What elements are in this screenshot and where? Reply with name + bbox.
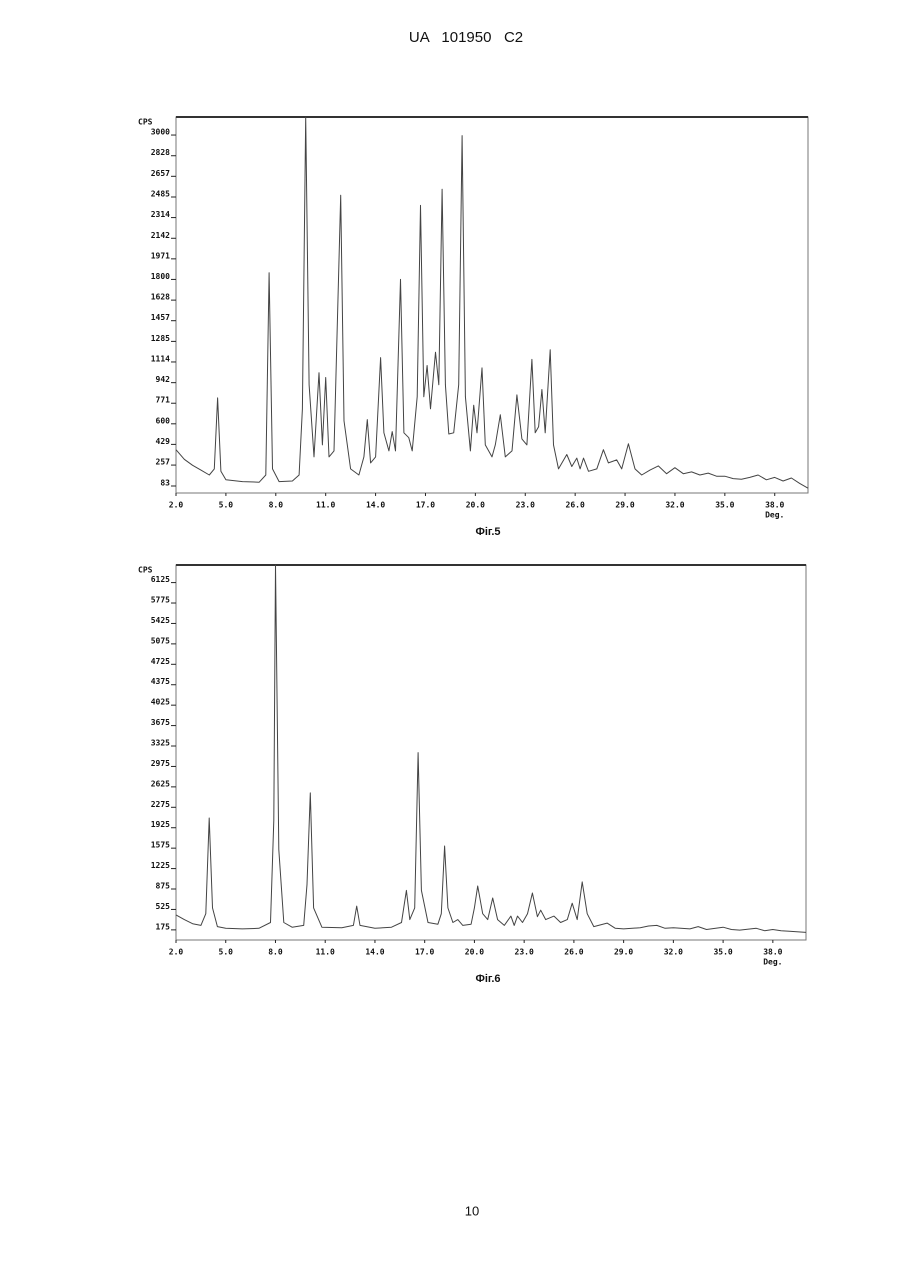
page-header: UA 101950 C2 [409,29,523,46]
y-tick-label: 942 [156,375,171,384]
x-tick-label: 8.0 [268,948,283,957]
y-tick-label: 1575 [151,841,170,850]
x-tick-label: 20.0 [466,501,485,510]
page: { "header": {"text": "UA 101950 C2"}, "p… [0,0,901,1273]
x-tick-label: 35.0 [713,948,732,957]
plot-frame [176,117,808,493]
y-tick-label: 175 [156,922,171,931]
x-tick-label: 8.0 [269,501,284,510]
x-tick-label: 26.0 [566,501,585,510]
x-tick-label: 5.0 [219,948,234,957]
x-tick-label: 35.0 [715,501,734,510]
y-tick-label: 1628 [151,293,170,302]
y-tick-label: 6125 [151,575,170,584]
y-tick-label: 3000 [151,128,170,137]
y-tick-label: 2314 [151,210,170,219]
page-number: 10 [465,1203,479,1218]
x-tick-label: 29.0 [614,948,633,957]
x-axis-label: Deg. [763,958,782,967]
diffraction-line [176,565,806,932]
y-tick-label: 525 [156,902,171,911]
x-tick-label: 32.0 [664,948,683,957]
y-tick-label: 257 [156,458,171,467]
plot-frame [176,565,806,940]
x-tick-label: 2.0 [169,501,184,510]
y-tick-label: 2657 [151,169,170,178]
x-tick-label: 17.0 [416,501,435,510]
x-tick-label: 23.0 [515,948,534,957]
y-tick-label: 2142 [151,231,170,240]
x-tick-label: 11.0 [316,948,335,957]
y-tick-label: 1925 [151,820,170,829]
y-axis-label: CPS [138,566,153,575]
y-tick-label: 771 [156,396,171,405]
y-tick-label: 875 [156,882,171,891]
x-tick-label: 38.0 [763,948,782,957]
y-tick-label: 3675 [151,718,170,727]
y-tick-label: 2828 [151,148,170,157]
page-canvas: UA 101950 C2 10 CPS 83 257 429 600 771 942 1114… [0,0,901,1273]
y-tick-label: 5425 [151,616,170,625]
figure-caption: Фіг.6 [475,973,500,985]
y-axis-label: CPS [138,118,153,127]
figure-caption: Фіг.5 [475,526,500,538]
y-tick-label: 429 [156,437,171,446]
y-tick-label: 1971 [151,251,170,260]
x-tick-label: 32.0 [665,501,684,510]
x-tick-label: 38.0 [765,501,784,510]
x-tick-label: 20.0 [465,948,484,957]
y-tick-label: 1114 [151,354,170,363]
y-tick-label: 1800 [151,272,170,281]
x-tick-label: 11.0 [316,501,335,510]
x-tick-label: 5.0 [219,501,234,510]
y-tick-label: 4725 [151,657,170,666]
y-tick-label: 3325 [151,739,170,748]
x-tick-label: 17.0 [415,948,434,957]
y-tick-label: 2275 [151,800,170,809]
y-tick-label: 5775 [151,596,170,605]
y-tick-label: 83 [160,479,170,488]
y-tick-label: 2625 [151,779,170,788]
y-tick-label: 4375 [151,677,170,686]
x-tick-label: 26.0 [564,948,583,957]
diffraction-line [176,117,808,488]
y-tick-label: 1225 [151,861,170,870]
x-tick-label: 14.0 [366,501,385,510]
x-tick-label: 2.0 [169,948,184,957]
y-tick-label: 2975 [151,759,170,768]
x-tick-label: 29.0 [615,501,634,510]
y-tick-label: 2485 [151,190,170,199]
y-tick-label: 1457 [151,313,170,322]
x-axis-label: Deg. [765,511,784,520]
x-tick-label: 14.0 [365,948,384,957]
y-tick-label: 600 [156,416,171,425]
y-tick-label: 4025 [151,698,170,707]
y-tick-label: 1285 [151,334,170,343]
y-tick-label: 5075 [151,636,170,645]
x-tick-label: 23.0 [516,501,535,510]
